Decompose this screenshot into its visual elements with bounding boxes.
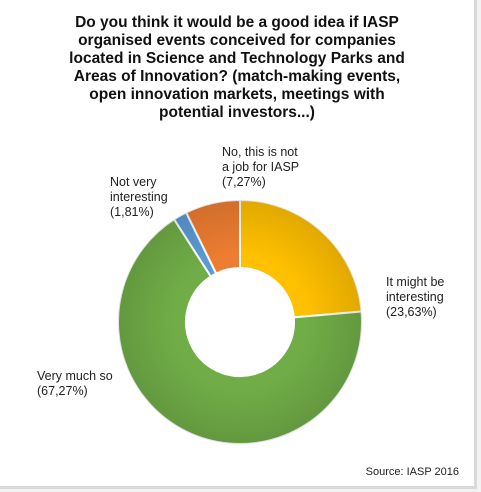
slice-label-not-very-interesting: Not very interesting (1,81%): [110, 175, 168, 219]
donut-hole: [187, 269, 293, 375]
slice-label-very-much-so: Very much so (67,27%): [37, 369, 113, 398]
slice-label-might-be-interesting: It might be interesting (23,63%): [386, 275, 445, 319]
source-note: Source: IASP 2016: [365, 466, 459, 478]
chart-title: Do you think it would be a good idea if …: [69, 14, 405, 121]
slice-label-not-a-job-for-iasp: No, this is not a job for IASP (7,27%): [222, 145, 300, 189]
